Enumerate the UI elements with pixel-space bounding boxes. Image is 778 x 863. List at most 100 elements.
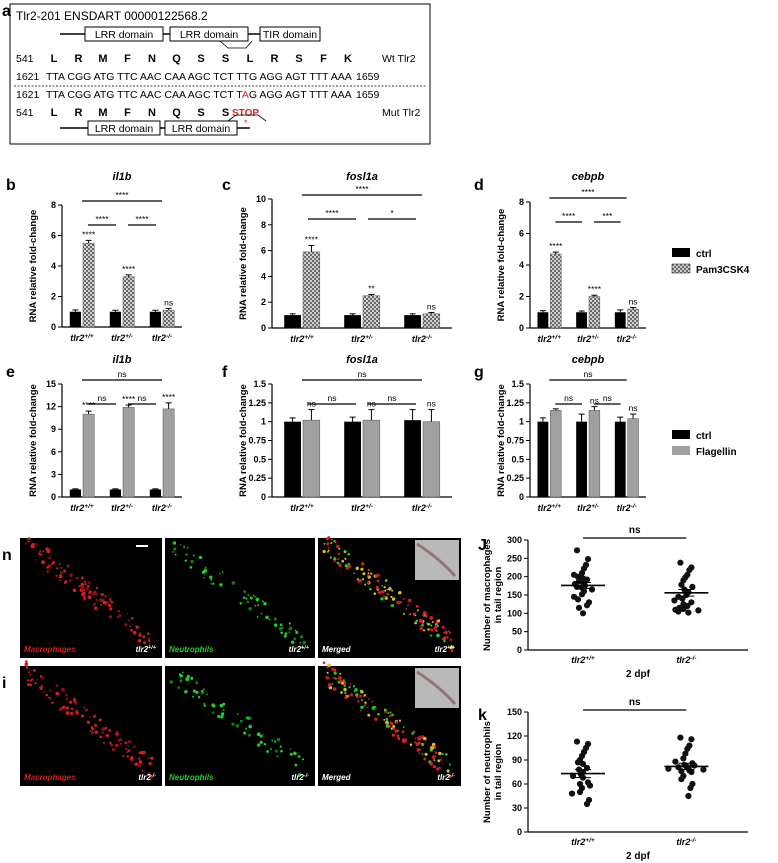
- bar-treatment: [162, 408, 175, 498]
- bracket-sig: ns: [584, 369, 593, 379]
- cell-dot: [105, 733, 109, 738]
- cell-dot: [344, 691, 347, 695]
- cell-dot: [246, 716, 250, 720]
- cell-dot: [354, 688, 358, 692]
- wt-dna-seq: TTA CGG ATG TTC AAC CAA AGC TCT TTG AGG …: [46, 71, 352, 83]
- cell-dot: [431, 620, 434, 623]
- cell-dot: [273, 740, 277, 743]
- cell-dot: [28, 671, 31, 674]
- legend-pam-label: Pam3CSK4: [696, 265, 750, 276]
- cell-dot: [263, 602, 267, 606]
- legend-ctrl-swatch-top: [672, 248, 690, 257]
- micrographs: n i Macrophages tlr2+/+ Neutrophils tlr2+/+…: [2, 536, 461, 786]
- data-point: [687, 784, 694, 792]
- cell-dot: [248, 733, 252, 737]
- cell-dot: [402, 597, 405, 600]
- cell-dot: [284, 632, 288, 635]
- cell-dot: [368, 698, 370, 700]
- wt-aa-6: S: [197, 53, 204, 65]
- wt-aa-12: K: [344, 53, 352, 65]
- cell-dot: [93, 590, 96, 593]
- cell-dot: [93, 602, 96, 605]
- cell-dot: [383, 718, 386, 721]
- cell-dot: [100, 592, 104, 597]
- bracket-sig: ****: [325, 208, 339, 218]
- y-tick-label: 0: [51, 322, 56, 332]
- cell-dot: [401, 730, 405, 734]
- cell-dot: [360, 698, 363, 702]
- bracket-sig: ***: [602, 211, 613, 221]
- cell-dot: [119, 738, 123, 742]
- cell-dot: [384, 595, 387, 599]
- cell-dot: [242, 596, 246, 599]
- bar-ctrl: [69, 311, 81, 327]
- cell-dot: [433, 759, 436, 762]
- cell-dot: [372, 705, 376, 709]
- cell-dot: [48, 696, 51, 699]
- mut-domain-schematic: LRR domain LRR domain: [60, 114, 267, 136]
- micrograph-merged-wt: Merged tlr2+/+: [318, 536, 461, 658]
- cell-dot: [330, 541, 333, 545]
- cell-dot: [420, 619, 424, 624]
- y-axis-label: RNA relative fold-change: [496, 384, 507, 497]
- cell-dot: [60, 566, 63, 569]
- data-point: [688, 599, 695, 606]
- y-tick-label: 6: [261, 246, 266, 256]
- cell-dot: [24, 663, 28, 667]
- y-tick-label: 150: [507, 707, 522, 717]
- cell-dot: [352, 685, 356, 688]
- data-point: [686, 567, 693, 574]
- transcript-id: Tlr2-201 ENSDART 00000122568.2: [16, 9, 208, 23]
- cell-dot: [265, 615, 269, 620]
- wt-aa-5: Q: [172, 53, 181, 65]
- y-tick-label: 0: [519, 323, 524, 333]
- cell-dot: [81, 591, 86, 596]
- cell-dot: [66, 697, 68, 700]
- data-point: [579, 610, 587, 617]
- cell-dot: [350, 693, 354, 697]
- cell-dot: [348, 686, 351, 689]
- cell-dot: [434, 624, 438, 629]
- bar-ctrl: [149, 489, 161, 497]
- x-tick-label: tlr2-/-: [412, 334, 432, 345]
- cell-dot: [137, 638, 142, 643]
- cell-dot: [323, 542, 326, 545]
- wt-aa-11: F: [320, 53, 327, 65]
- cell-dot: [364, 701, 367, 704]
- cell-dot: [366, 581, 370, 585]
- cell-dot: [302, 640, 306, 645]
- cell-dot: [38, 686, 41, 689]
- cell-dot: [84, 708, 89, 712]
- cell-dot: [104, 726, 108, 730]
- cell-dot: [437, 619, 441, 623]
- cell-dot: [135, 625, 139, 629]
- cell-dot: [326, 542, 330, 546]
- cell-dot: [359, 694, 362, 698]
- cell-dot: [438, 751, 442, 756]
- mut-aa-1: R: [75, 107, 83, 119]
- cell-dot: [78, 585, 81, 588]
- cell-dot: [260, 612, 263, 615]
- cell-dot: [419, 748, 422, 751]
- cell-dot: [366, 706, 369, 709]
- cell-dot: [240, 719, 243, 723]
- cell-dot: [109, 600, 112, 602]
- cell-dot: [263, 743, 267, 746]
- cell-dot: [448, 763, 452, 766]
- y-tick-label: 1.5: [253, 379, 266, 389]
- cell-dot: [210, 578, 213, 581]
- cell-dot: [169, 680, 174, 684]
- cell-dot: [427, 628, 430, 631]
- x-tick-label: tlr2-/-: [676, 655, 696, 666]
- genotype-label: tlr2+/+: [435, 645, 456, 654]
- chart-title: fosl1a: [346, 354, 378, 366]
- cell-dot: [248, 606, 252, 611]
- cell-dot: [367, 713, 371, 717]
- cell-dot: [344, 696, 348, 700]
- cell-dot: [231, 722, 235, 726]
- cell-dot: [415, 619, 418, 623]
- bar-ctrl: [614, 312, 626, 328]
- panel-label-c: c: [222, 177, 231, 194]
